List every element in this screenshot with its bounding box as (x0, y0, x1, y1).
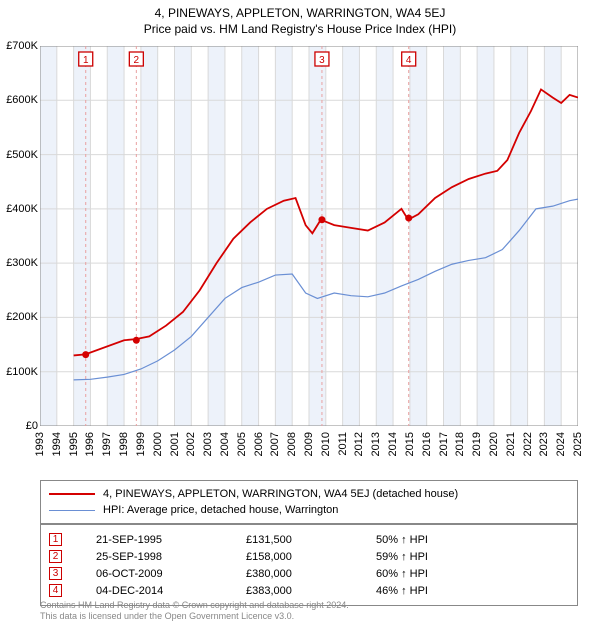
legend-label: 4, PINEWAYS, APPLETON, WARRINGTON, WA4 5… (103, 488, 458, 500)
chart-title: 4, PINEWAYS, APPLETON, WARRINGTON, WA4 5… (0, 0, 600, 20)
y-tick-label: £100K (0, 366, 38, 378)
x-tick-label: 2010 (320, 432, 332, 456)
chart-plot-area: 1 2 3 4 (40, 46, 578, 426)
chart-svg: 1 2 3 4 (40, 46, 578, 426)
x-tick-label: 2024 (555, 432, 567, 456)
x-tick-label: 2005 (236, 432, 248, 456)
x-tick-label: 2002 (185, 432, 197, 456)
x-tick-label: 1995 (68, 432, 80, 456)
x-tick-label: 2019 (471, 432, 483, 456)
x-tick-label: 2015 (404, 432, 416, 456)
x-tick-label: 2017 (438, 432, 450, 456)
y-tick-label: £200K (0, 311, 38, 323)
sale-pct-vs-hpi: 50% ↑ HPI (376, 534, 569, 546)
svg-text:2: 2 (134, 55, 140, 66)
sale-marker-badge: 4 (49, 584, 62, 597)
svg-text:3: 3 (319, 55, 325, 66)
legend-item: 4, PINEWAYS, APPLETON, WARRINGTON, WA4 5… (49, 486, 569, 502)
x-tick-label: 2021 (505, 432, 517, 456)
sale-marker-badge: 2 (49, 550, 62, 563)
sale-marker-badge: 1 (49, 533, 62, 546)
x-tick-label: 2022 (522, 432, 534, 456)
y-tick-label: £600K (0, 94, 38, 106)
x-tick-label: 2025 (572, 432, 584, 456)
x-tick-label: 1998 (118, 432, 130, 456)
x-tick-label: 2001 (169, 432, 181, 456)
sale-pct-vs-hpi: 59% ↑ HPI (376, 551, 569, 563)
x-tick-label: 2014 (387, 432, 399, 456)
x-tick-label: 2008 (286, 432, 298, 456)
x-tick-label: 2020 (488, 432, 500, 456)
y-tick-label: £500K (0, 149, 38, 161)
footer-attribution: Contains HM Land Registry data © Crown c… (40, 600, 349, 622)
sale-marker-badge: 3 (49, 567, 62, 580)
legend-swatch (49, 510, 95, 511)
x-tick-label: 1999 (135, 432, 147, 456)
x-tick-label: 1994 (51, 432, 63, 456)
sale-price: £383,000 (246, 585, 376, 597)
sale-date: 21-SEP-1995 (96, 534, 246, 546)
x-tick-label: 2016 (421, 432, 433, 456)
svg-text:1: 1 (83, 55, 89, 66)
sale-price: £158,000 (246, 551, 376, 563)
y-tick-label: £300K (0, 257, 38, 269)
x-tick-label: 2004 (219, 432, 231, 456)
sale-date: 25-SEP-1998 (96, 551, 246, 563)
sale-date: 04-DEC-2014 (96, 585, 246, 597)
sale-date: 06-OCT-2009 (96, 568, 246, 580)
x-tick-label: 1993 (34, 432, 46, 456)
legend-item: HPI: Average price, detached house, Warr… (49, 502, 569, 518)
x-tick-label: 2009 (303, 432, 315, 456)
y-tick-label: £700K (0, 40, 38, 52)
x-tick-label: 2013 (370, 432, 382, 456)
x-tick-label: 2007 (269, 432, 281, 456)
house-price-chart: { "title": "4, PINEWAYS, APPLETON, WARRI… (0, 0, 600, 620)
x-tick-label: 2012 (353, 432, 365, 456)
sales-table: 1 21-SEP-1995£131,50050% ↑ HPI 2 25-SEP-199… (40, 524, 578, 606)
table-row: 3 06-OCT-2009£380,00060% ↑ HPI (49, 565, 569, 582)
x-tick-label: 2011 (337, 432, 349, 456)
sale-pct-vs-hpi: 60% ↑ HPI (376, 568, 569, 580)
x-tick-label: 2023 (538, 432, 550, 456)
legend-swatch (49, 493, 95, 495)
legend: 4, PINEWAYS, APPLETON, WARRINGTON, WA4 5… (40, 480, 578, 524)
footer-line-1: Contains HM Land Registry data © Crown c… (40, 600, 349, 611)
x-tick-label: 1996 (84, 432, 96, 456)
sale-price: £131,500 (246, 534, 376, 546)
x-tick-label: 2003 (202, 432, 214, 456)
x-tick-label: 2006 (253, 432, 265, 456)
legend-label: HPI: Average price, detached house, Warr… (103, 504, 338, 516)
sale-pct-vs-hpi: 46% ↑ HPI (376, 585, 569, 597)
x-tick-label: 2000 (152, 432, 164, 456)
y-tick-label: £0 (0, 420, 38, 432)
x-tick-label: 1997 (101, 432, 113, 456)
table-row: 2 25-SEP-1998£158,00059% ↑ HPI (49, 548, 569, 565)
svg-text:4: 4 (406, 55, 412, 66)
chart-subtitle: Price paid vs. HM Land Registry's House … (0, 20, 600, 40)
sale-price: £380,000 (246, 568, 376, 580)
y-tick-label: £400K (0, 203, 38, 215)
table-row: 4 04-DEC-2014£383,00046% ↑ HPI (49, 582, 569, 599)
table-row: 1 21-SEP-1995£131,50050% ↑ HPI (49, 531, 569, 548)
x-tick-label: 2018 (454, 432, 466, 456)
